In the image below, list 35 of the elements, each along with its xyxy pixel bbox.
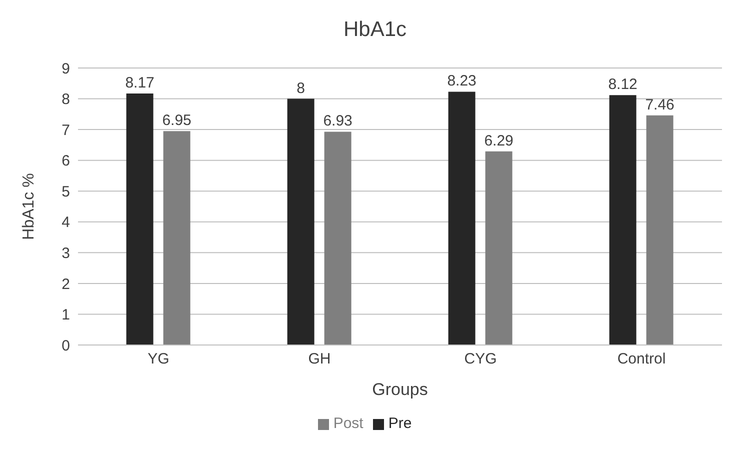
y-tick-label: 8 bbox=[62, 91, 70, 108]
chart-title: HbA1c bbox=[342, 17, 408, 43]
y-tick-label: 6 bbox=[62, 152, 70, 170]
bar bbox=[448, 92, 476, 345]
x-tick-label: YG bbox=[148, 350, 170, 368]
y-tick-label: 5 bbox=[62, 183, 70, 200]
bar bbox=[287, 98, 314, 345]
y-tick-label: 9 bbox=[62, 60, 70, 78]
bar bbox=[126, 94, 154, 345]
x-tick-label: GH bbox=[308, 350, 331, 368]
data-label: 8.12 bbox=[608, 76, 638, 94]
y-tick-label: 3 bbox=[62, 244, 70, 262]
bar bbox=[485, 151, 512, 345]
y-tick-label: 1 bbox=[62, 306, 70, 324]
y-tick-label: 2 bbox=[62, 276, 70, 293]
bar bbox=[646, 115, 674, 345]
x-axis-title: Groups bbox=[372, 380, 428, 399]
data-label: 8 bbox=[296, 80, 305, 97]
data-label: 7.46 bbox=[645, 96, 674, 114]
x-tick-label: Control bbox=[617, 350, 666, 368]
x-tick-label: CYG bbox=[464, 350, 497, 368]
data-label: 8.23 bbox=[447, 72, 476, 90]
legend-label: Pre bbox=[388, 415, 412, 432]
bar bbox=[163, 131, 190, 345]
y-tick-label: 4 bbox=[62, 214, 70, 232]
data-label: 6.95 bbox=[162, 112, 192, 130]
y-tick-label: 7 bbox=[62, 122, 70, 139]
data-label: 6.29 bbox=[484, 132, 514, 150]
legend-label: Post bbox=[333, 415, 364, 432]
data-label: 8.17 bbox=[125, 74, 154, 92]
data-label: 6.93 bbox=[323, 112, 352, 130]
y-tick-label: 0 bbox=[62, 337, 70, 354]
bar bbox=[609, 95, 636, 345]
y-axis-title: HbA1c % bbox=[20, 173, 38, 240]
bar bbox=[324, 132, 352, 345]
